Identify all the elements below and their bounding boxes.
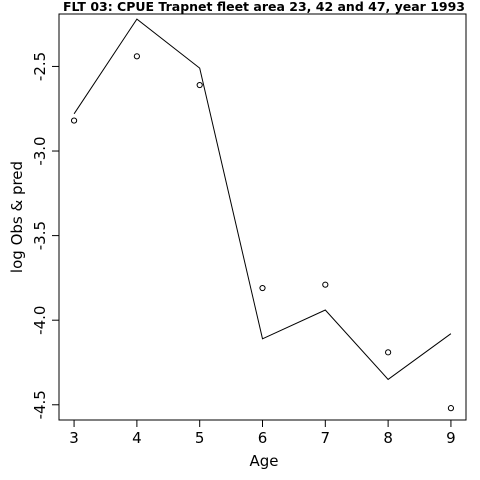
observed-point [196, 81, 203, 89]
x-axis-label: Age [249, 452, 278, 470]
y-tick-label: -2.5 [31, 52, 49, 81]
y-tick-label: -4.0 [31, 306, 49, 335]
predicted-line [73, 18, 452, 381]
observed-point [322, 281, 329, 288]
observed-point [259, 284, 266, 292]
observed-point [70, 117, 78, 124]
y-tick-label: -4.5 [31, 390, 49, 419]
y-tick-label: -3.5 [31, 221, 49, 250]
plot-frame [58, 13, 467, 421]
y-axis-label: log Obs & pred [8, 161, 26, 273]
x-tick-label: 7 [321, 429, 331, 447]
chart-title: FLT 03: CPUE Trapnet fleet area 23, 42 a… [63, 0, 465, 14]
x-axis: 3 4 5 6 7 8 9 [69, 420, 456, 447]
x-tick-label: 8 [383, 429, 393, 447]
y-axis: -2.5 -3.0 -3.5 -4.0 -4.5 [31, 52, 59, 419]
observed-point [385, 349, 392, 356]
x-tick-label: 9 [446, 429, 456, 447]
observed-point [133, 53, 140, 60]
series-points [70, 53, 455, 412]
series-line [73, 18, 452, 381]
x-tick-label: 5 [195, 429, 205, 447]
y-tick-label: -3.0 [31, 136, 49, 165]
x-tick-label: 6 [258, 429, 268, 447]
x-tick-label: 3 [69, 429, 79, 447]
observed-point [447, 405, 455, 412]
x-tick-label: 4 [132, 429, 142, 447]
